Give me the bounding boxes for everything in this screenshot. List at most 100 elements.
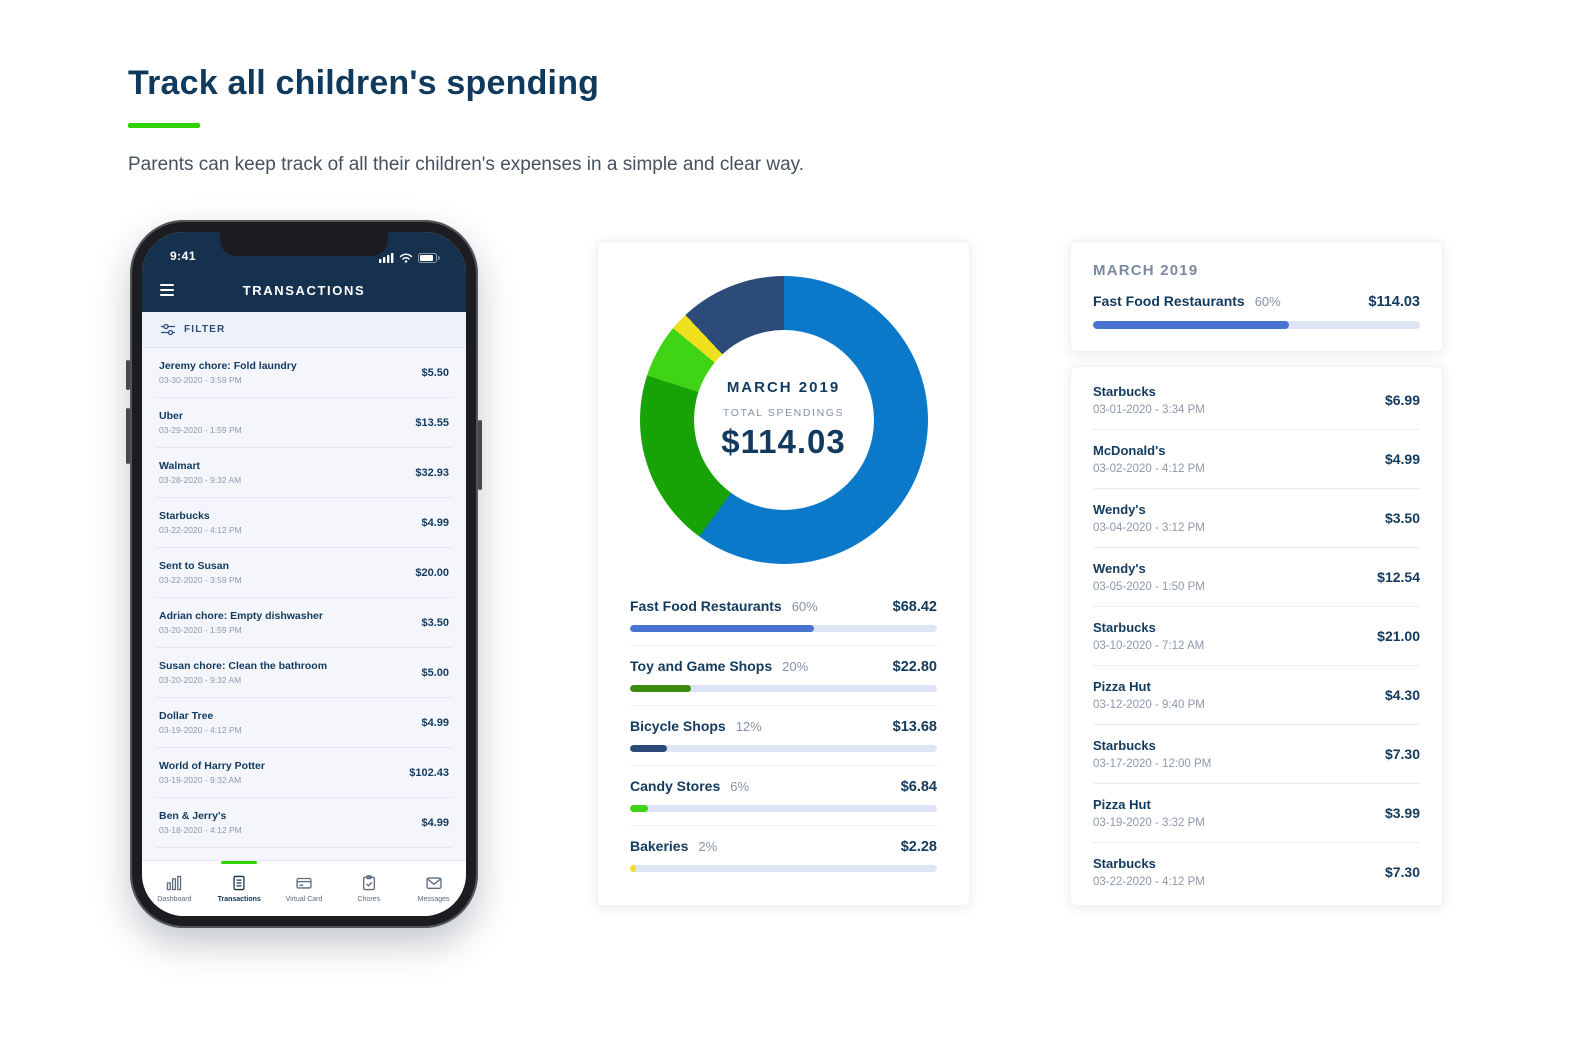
transaction-amount: $7.30 (1384, 746, 1420, 762)
transaction-amount: $7.30 (1384, 864, 1420, 880)
transaction-info: World of Harry Potter 03-19-2020 - 9:32 … (159, 760, 265, 785)
transaction-row[interactable]: Uber 03-29-2020 - 1:59 PM $13.55 (156, 398, 452, 448)
legend-row[interactable]: Bakeries 2% $2.28 (630, 825, 937, 885)
transaction-amount: $3.50 (421, 616, 449, 629)
mute-switch (126, 360, 130, 390)
transaction-row[interactable]: Jeremy chore: Fold laundry 03-30-2020 - … (156, 348, 452, 398)
summary-month-label: MARCH 2019 (1093, 262, 1199, 279)
summary-category-amount: $114.03 (1368, 294, 1420, 310)
hero-section: Track all children's spending Parents ca… (0, 0, 1584, 176)
signal-icon (379, 253, 394, 263)
transaction-row[interactable]: Ben & Jerry's 03-18-2020 - 4:12 PM $4.99 (156, 798, 452, 848)
legend-category-name: Candy Stores (630, 778, 721, 794)
transaction-row[interactable]: Sent to Susan 03-22-2020 - 3:59 PM $20.0… (156, 548, 452, 598)
transaction-row[interactable]: Starbucks 03-22-2020 - 4:12 PM $7.30 (1093, 842, 1420, 901)
transaction-row[interactable]: Wendy's 03-05-2020 - 1:50 PM $12.54 (1093, 547, 1420, 606)
transaction-info: Wendy's 03-04-2020 - 3:12 PM (1093, 502, 1205, 534)
transaction-info: Starbucks 03-01-2020 - 3:34 PM (1093, 384, 1205, 416)
category-summary-card: MARCH 2019 Fast Food Restaurants 60% $11… (1070, 241, 1443, 352)
transaction-row[interactable]: McDonald's 03-02-2020 - 4:12 PM $4.99 (1093, 429, 1420, 488)
legend-progress-track (630, 865, 937, 872)
nav-label: Dashboard (157, 896, 192, 903)
transaction-info: Starbucks 03-22-2020 - 4:12 PM (1093, 856, 1205, 888)
app-bar-title: TRANSACTIONS (242, 282, 366, 298)
volume-button (126, 408, 130, 464)
transaction-datetime: 03-12-2020 - 9:40 PM (1093, 699, 1205, 711)
transaction-row[interactable]: Wendy's 03-04-2020 - 3:12 PM $3.50 (1093, 488, 1420, 547)
transaction-info: Pizza Hut 03-12-2020 - 9:40 PM (1093, 679, 1205, 711)
donut-chart-wrap: MARCH 2019 TOTAL SPENDINGS $114.03 (639, 276, 928, 564)
legend-progress-fill (630, 805, 649, 812)
nav-item-transactions[interactable]: Transactions (207, 861, 272, 916)
phone-screen: 9:41 (142, 232, 466, 916)
nav-item-virtual-card[interactable]: Virtual Card (272, 861, 337, 916)
transaction-datetime: 03-19-2020 - 3:32 PM (1093, 817, 1205, 829)
transaction-amount: $4.99 (421, 516, 449, 529)
summary-progress-track (1093, 321, 1420, 329)
transaction-name: Ben & Jerry's (159, 810, 227, 822)
transaction-datetime: 03-01-2020 - 3:34 PM (1093, 404, 1205, 416)
transaction-row[interactable]: Adrian chore: Empty dishwasher 03-20-202… (156, 598, 452, 648)
filter-sliders-icon (161, 323, 175, 336)
status-time: 9:41 (170, 249, 197, 263)
legend-category-pct: 2% (698, 839, 718, 854)
hamburger-menu-icon[interactable] (160, 284, 174, 296)
legend-category-name: Bicycle Shops (630, 718, 726, 734)
transaction-datetime: 03-22-2020 - 3:59 PM (159, 575, 242, 585)
transaction-name: Wendy's (1093, 561, 1146, 576)
transaction-name: World of Harry Potter (159, 760, 265, 772)
nav-item-chores[interactable]: Chores (336, 861, 401, 916)
transaction-name: Sent to Susan (159, 560, 230, 572)
legend-row[interactable]: Toy and Game Shops 20% $22.80 (630, 645, 937, 705)
legend-category-amount: $22.80 (892, 659, 937, 675)
legend-row[interactable]: Candy Stores 6% $6.84 (630, 765, 937, 825)
transaction-row[interactable]: Starbucks 03-10-2020 - 7:12 AM $21.00 (1093, 606, 1420, 665)
spending-chart-card: MARCH 2019 TOTAL SPENDINGS $114.03 Fast … (597, 241, 970, 906)
nav-item-dashboard[interactable]: Dashboard (142, 861, 207, 916)
transaction-row[interactable]: Susan chore: Clean the bathroom 03-20-20… (156, 648, 452, 698)
summary-bar-fill (1093, 321, 1290, 329)
nav-label: Messages (417, 896, 450, 903)
page-subtitle: Parents can keep track of all their chil… (128, 154, 805, 175)
filter-bar[interactable]: FILTER (142, 312, 466, 348)
transaction-datetime: 03-22-2020 - 4:12 PM (159, 525, 242, 535)
transaction-amount: $3.50 (1384, 510, 1420, 526)
transaction-datetime: 03-04-2020 - 3:12 PM (1093, 522, 1205, 534)
legend-row-head: Toy and Game Shops 20% $22.80 (630, 658, 937, 675)
transaction-row[interactable]: Pizza Hut 03-19-2020 - 3:32 PM $3.99 (1093, 783, 1420, 842)
transaction-datetime: 03-19-2020 - 4:12 PM (159, 725, 242, 735)
transaction-amount: $4.30 (1384, 687, 1420, 703)
transaction-info: Ben & Jerry's 03-18-2020 - 4:12 PM (159, 810, 242, 835)
legend-category-amount: $6.84 (900, 779, 937, 795)
messages-icon (425, 877, 442, 889)
transaction-row[interactable]: Dollar Tree 03-19-2020 - 4:12 PM $4.99 (156, 698, 452, 748)
transaction-name: Starbucks (159, 510, 210, 522)
transaction-row[interactable]: Starbucks 03-01-2020 - 3:34 PM $6.99 (1093, 371, 1420, 429)
summary-category-pct: 60% (1254, 294, 1281, 309)
app-bar: TRANSACTIONS (142, 268, 466, 312)
transaction-row[interactable]: Pizza Hut 03-12-2020 - 9:40 PM $4.30 (1093, 665, 1420, 724)
transaction-amount: $4.99 (421, 816, 449, 829)
transaction-info: Dollar Tree 03-19-2020 - 4:12 PM (159, 710, 242, 735)
nav-item-messages[interactable]: Messages (401, 861, 466, 916)
legend-row[interactable]: Fast Food Restaurants 60% $68.42 (630, 586, 937, 645)
legend-progress-track (630, 625, 937, 632)
transaction-amount: $20.00 (415, 566, 449, 579)
legend-progress-fill (630, 625, 815, 632)
transaction-amount: $6.99 (1384, 392, 1420, 408)
transaction-row[interactable]: Starbucks 03-22-2020 - 4:12 PM $4.99 (156, 498, 452, 548)
transaction-row[interactable]: World of Harry Potter 03-19-2020 - 9:32 … (156, 748, 452, 798)
content-row: 9:41 (0, 220, 1584, 928)
legend-category-amount: $68.42 (892, 599, 937, 615)
transaction-datetime: 03-10-2020 - 7:12 AM (1093, 640, 1205, 652)
donut-center: MARCH 2019 TOTAL SPENDINGS $114.03 (693, 330, 874, 510)
legend-progress-fill (630, 685, 692, 692)
transaction-datetime: 03-28-2020 - 9:32 AM (159, 475, 242, 485)
transaction-datetime: 03-20-2020 - 9:32 AM (159, 675, 242, 685)
transaction-row[interactable]: Walmart 03-28-2020 - 9:32 AM $32.93 (156, 448, 452, 498)
transaction-row[interactable]: Starbucks 03-17-2020 - 12:00 PM $7.30 (1093, 724, 1420, 783)
transaction-amount: $4.99 (421, 716, 449, 729)
transaction-info: Wendy's 03-05-2020 - 1:50 PM (1093, 561, 1205, 593)
transaction-info: Starbucks 03-17-2020 - 12:00 PM (1093, 738, 1211, 770)
legend-row[interactable]: Bicycle Shops 12% $13.68 (630, 705, 937, 765)
